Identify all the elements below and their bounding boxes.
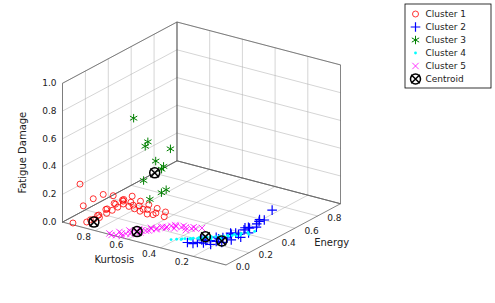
svg-text:Cluster 5: Cluster 5 [426,61,467,71]
svg-text:0.6: 0.6 [109,240,124,250]
svg-text:0.6: 0.6 [42,134,57,144]
svg-text:Cluster 1: Cluster 1 [426,9,467,19]
svg-text:0.2: 0.2 [175,257,189,267]
svg-text:0.0: 0.0 [236,262,251,272]
svg-text:0.0: 0.0 [42,217,57,227]
svg-text:0.8: 0.8 [327,213,342,223]
svg-text:0.6: 0.6 [304,226,319,236]
svg-text:Kurtosis: Kurtosis [94,254,134,265]
svg-text:Centroid: Centroid [426,74,464,84]
svg-text:0.4: 0.4 [281,238,296,248]
svg-text:0.2: 0.2 [42,189,56,199]
svg-text:Cluster 3: Cluster 3 [426,35,467,45]
svg-text:Cluster 4: Cluster 4 [426,48,467,58]
svg-text:Energy: Energy [314,237,349,248]
svg-text:0.4: 0.4 [142,249,157,259]
svg-text:Fatigue Damage: Fatigue Damage [17,112,28,194]
svg-text:0.8: 0.8 [42,106,57,116]
svg-text:0.8: 0.8 [77,232,92,242]
svg-text:Cluster 2: Cluster 2 [426,22,467,32]
svg-text:0.4: 0.4 [42,161,57,171]
svg-text:0.2: 0.2 [259,250,273,260]
svg-text:1.0: 1.0 [42,78,57,88]
